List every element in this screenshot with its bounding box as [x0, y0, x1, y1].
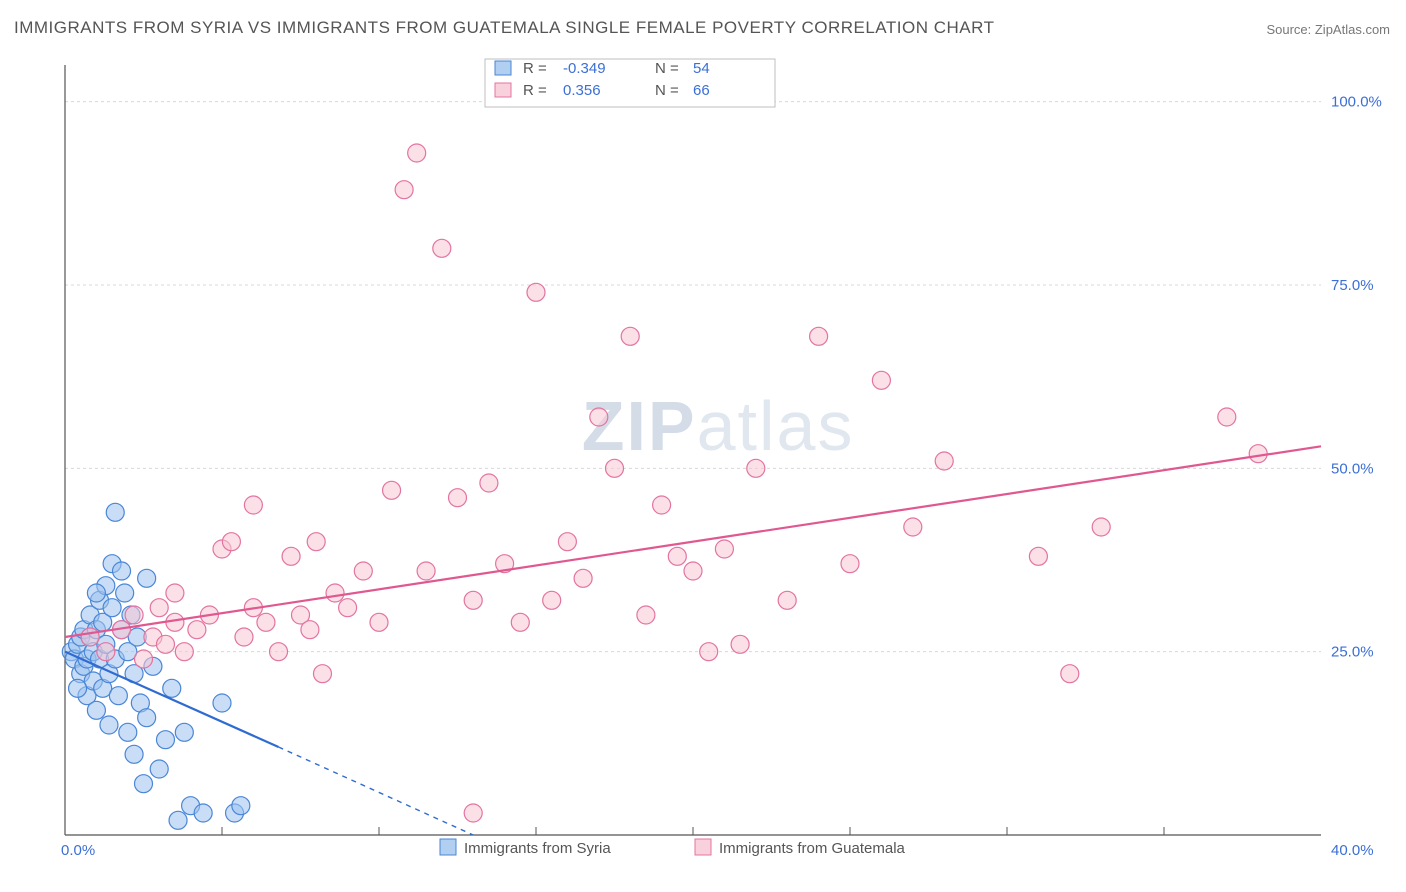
- svg-text:75.0%: 75.0%: [1331, 277, 1374, 294]
- svg-text:0.0%: 0.0%: [61, 842, 95, 859]
- scatter-chart-svg: ZIPatlas 25.0% 50.0% 75.0% 100.0% 0.0% 40.0% R …: [55, 55, 1391, 865]
- plot-area: ZIPatlas 25.0% 50.0% 75.0% 100.0% 0.0% 40.0% R …: [55, 55, 1391, 865]
- svg-text:100.0%: 100.0%: [1331, 94, 1382, 111]
- svg-text:R =: R =: [523, 60, 547, 77]
- svg-text:Immigrants from Guatemala: Immigrants from Guatemala: [719, 840, 906, 857]
- source-attribution: Source: ZipAtlas.com: [1266, 22, 1390, 37]
- chart-container: { "title": "IMMIGRANTS FROM SYRIA VS IMM…: [0, 0, 1406, 892]
- svg-text:54: 54: [693, 60, 710, 77]
- svg-text:25.0%: 25.0%: [1331, 644, 1374, 661]
- svg-text:N =: N =: [655, 60, 679, 77]
- svg-text:40.0%: 40.0%: [1331, 842, 1374, 859]
- svg-text:ZIPatlas: ZIPatlas: [582, 387, 855, 465]
- chart-title: IMMIGRANTS FROM SYRIA VS IMMIGRANTS FROM…: [14, 18, 994, 38]
- svg-text:50.0%: 50.0%: [1331, 460, 1374, 477]
- svg-text:N =: N =: [655, 82, 679, 99]
- svg-text:R =: R =: [523, 82, 547, 99]
- svg-text:0.356: 0.356: [563, 82, 601, 99]
- svg-text:Immigrants from Syria: Immigrants from Syria: [464, 840, 611, 857]
- svg-text:66: 66: [693, 82, 710, 99]
- svg-text:-0.349: -0.349: [563, 60, 606, 77]
